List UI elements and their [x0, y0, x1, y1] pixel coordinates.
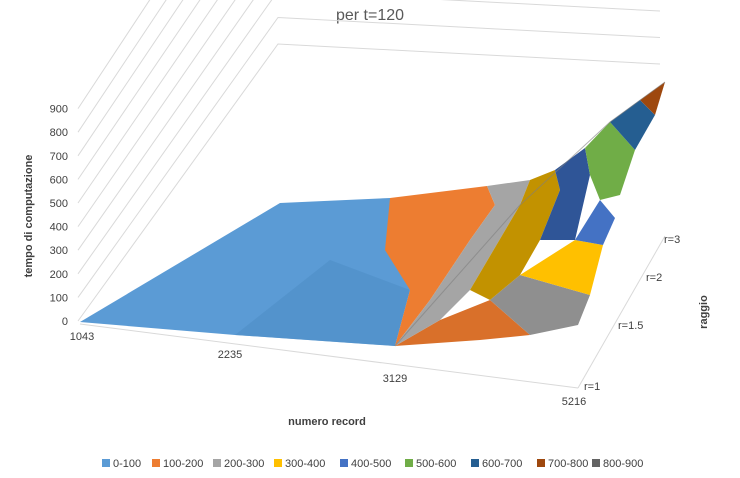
z-tick-label: 500 [50, 198, 68, 210]
x-axis-ticks: 1043 2235 3129 5216 [70, 331, 586, 408]
y-tick-label: r=1 [584, 381, 600, 393]
z-tick-label: 0 [62, 316, 68, 328]
gridline-z [77, 43, 661, 322]
chart-gridlines [77, 0, 666, 389]
z-tick-label: 300 [50, 245, 68, 257]
legend-swatch [405, 459, 413, 467]
y-tick-label: r=1.5 [618, 320, 643, 332]
x-tick-label: 2235 [218, 349, 242, 361]
surface-band-300-400 [470, 170, 560, 300]
surface-band-200-300-lower [490, 275, 590, 335]
surface-band-300-400-lower [520, 240, 603, 295]
chart-title: per t=120 [336, 7, 404, 24]
surface-band-500-600 [585, 122, 635, 200]
legend-item: 0-100 [102, 458, 141, 470]
legend-item: 700-800 [537, 458, 588, 470]
legend-item: 300-400 [274, 458, 325, 470]
surface-ridge-line [394, 81, 666, 347]
z-tick-label: 800 [50, 127, 68, 139]
z-axis-label: tempo di computazione [23, 155, 35, 278]
legend-swatch [274, 459, 282, 467]
legend-label: 500-600 [416, 458, 456, 470]
gridline-z [77, 0, 167, 133]
legend-label: 0-100 [113, 458, 141, 470]
legend-label: 300-400 [285, 458, 325, 470]
legend-label: 700-800 [548, 458, 588, 470]
surface-band-700-800 [640, 82, 665, 115]
y-axis-ticks: r=1 r=1.5 r=2 r=3 [584, 234, 680, 393]
gridline-z [77, 0, 218, 204]
legend-item: 800-900 [592, 458, 643, 470]
legend-label: 800-900 [603, 458, 643, 470]
z-tick-label: 100 [50, 292, 68, 304]
y-axis-label: raggio [698, 295, 710, 329]
legend-swatch [340, 459, 348, 467]
x-tick-label: 3129 [383, 373, 407, 385]
z-tick-label: 700 [50, 151, 68, 163]
x-tick-label: 5216 [562, 396, 586, 408]
z-tick-label: 200 [50, 269, 68, 281]
legend-swatch [213, 459, 221, 467]
chart-legend: 0-100 100-200 200-300 300-400 400-500 500-600… [102, 458, 643, 470]
surface-plot [80, 81, 666, 347]
surface-band-600-700 [610, 100, 655, 150]
legend-swatch [471, 459, 479, 467]
legend-item: 600-700 [471, 458, 522, 470]
legend-item: 200-300 [213, 458, 264, 470]
surface-band-100-200 [385, 186, 495, 346]
x-tick-label: 1043 [70, 331, 94, 343]
legend-swatch [102, 459, 110, 467]
gridline-z [77, 0, 201, 180]
floor-edge-right [577, 235, 666, 389]
surface-band-400-500 [540, 148, 590, 240]
z-axis-ticks: 0 100 200 300 400 500 600 700 800 900 [50, 104, 68, 328]
surface-band-0-100-shade [235, 260, 410, 346]
legend-swatch [592, 459, 600, 467]
surface-band-400-500-lower [575, 200, 615, 245]
floor-edge-front [79, 323, 579, 389]
legend-label: 100-200 [163, 458, 203, 470]
gridline-z [77, 0, 151, 109]
legend-label: 200-300 [224, 458, 264, 470]
legend-label: 400-500 [351, 458, 391, 470]
z-tick-label: 600 [50, 174, 68, 186]
surface-band-100-200-lower [395, 300, 530, 346]
gridline-z [77, 0, 254, 251]
gridline-z [77, 0, 184, 157]
gridline-z [77, 16, 661, 298]
z-tick-label: 400 [50, 222, 68, 234]
legend-item: 400-500 [340, 458, 391, 470]
y-tick-label: r=3 [664, 234, 680, 246]
y-tick-label: r=2 [646, 272, 662, 284]
gridline-z [77, 0, 661, 275]
legend-swatch [537, 459, 545, 467]
z-tick-label: 900 [50, 104, 68, 116]
legend-label: 600-700 [482, 458, 522, 470]
x-axis-label: numero record [288, 416, 366, 428]
legend-swatch [152, 459, 160, 467]
gridline-z [77, 0, 236, 227]
legend-item: 500-600 [405, 458, 456, 470]
legend-item: 100-200 [152, 458, 203, 470]
surface-band-200-300 [395, 180, 530, 346]
